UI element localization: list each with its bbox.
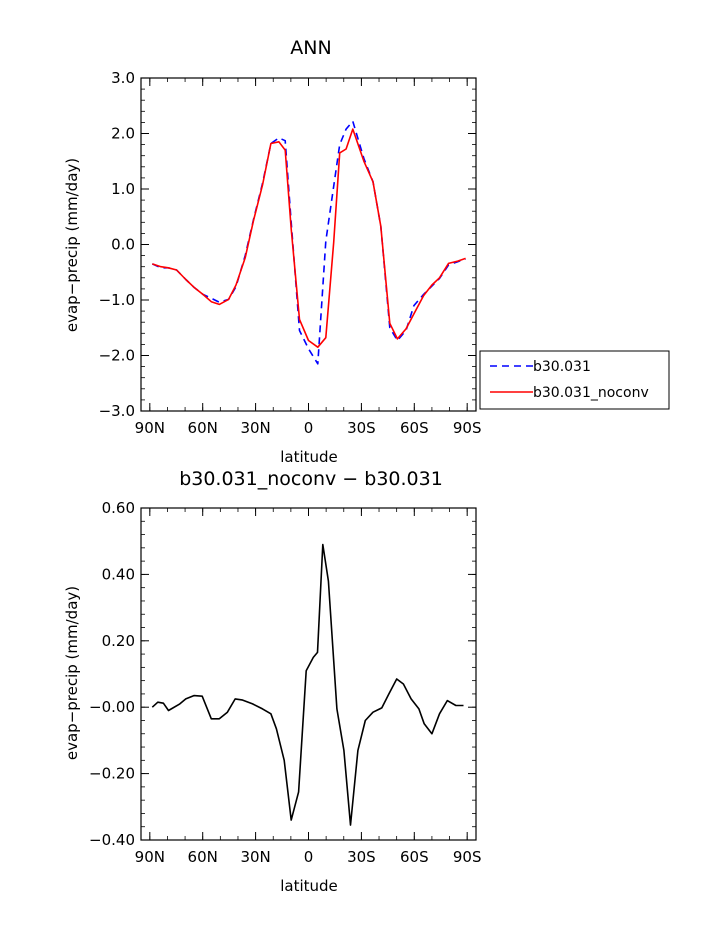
y-tick-label: 3.0 [111, 69, 135, 87]
x-tick-label: 60S [400, 848, 429, 866]
x-axis-label: latitude [280, 877, 338, 895]
y-axis-label: evap−precip (mm/day) [63, 586, 81, 760]
plot-frame [140, 507, 477, 841]
x-tick-label: 60N [188, 419, 218, 437]
legend-label-b30-031: b30.031 [533, 359, 591, 375]
x-tick-label: 60S [400, 419, 429, 437]
x-tick-label: 90S [453, 419, 482, 437]
y-tick-label: 2.0 [111, 125, 135, 143]
x-tick-label: 30S [347, 419, 376, 437]
y-tick-label: 0.40 [102, 565, 135, 583]
x-tick-label: 30S [347, 848, 376, 866]
y-tick-label: 0.20 [102, 632, 135, 650]
y-tick-label: −0.20 [89, 765, 135, 783]
y-tick-label: −3.0 [99, 402, 135, 420]
chart-evap-precip-difference: b30.031_noconv − b30.031 0.60 0.40 0.20 −0.… [63, 468, 481, 895]
x-tick-label: 90N [135, 419, 165, 437]
legend-label-b30-031-noconv: b30.031_noconv [533, 385, 649, 401]
chart-evap-precip-ann: ANN 3.0 2.0 1.0 0.0 −1.0 −2.0 −3.0 90N 60N 30N 0 3… [63, 37, 670, 466]
series-line-1 [151, 120, 466, 365]
x-tick-label: 60N [188, 848, 218, 866]
y-tick-label: −1.0 [99, 291, 135, 309]
x-axis-label: latitude [280, 448, 338, 466]
y-tick-label: 1.0 [111, 180, 135, 198]
series-line-2 [152, 128, 466, 349]
legend: b30.031 b30.031_noconv [479, 350, 670, 410]
y-tick-label: −2.0 [99, 347, 135, 365]
plot-frame [140, 77, 477, 412]
y-tick-label: 0.0 [111, 236, 135, 254]
chart-title: ANN [290, 37, 331, 59]
series-line-1 [151, 543, 464, 826]
x-tick-label: 0 [304, 848, 314, 866]
y-tick-label: −0.40 [89, 831, 135, 849]
x-tick-label: 90N [135, 848, 165, 866]
y-tick-label: 0.60 [102, 499, 135, 517]
y-tick-label: −0.00 [89, 698, 135, 716]
legend-box [479, 350, 670, 410]
x-tick-label: 90S [453, 848, 482, 866]
x-tick-label: 0 [304, 419, 314, 437]
chart-title: b30.031_noconv − b30.031 [179, 468, 443, 490]
y-axis-label: evap−precip (mm/day) [63, 158, 81, 332]
x-tick-label: 30N [240, 419, 270, 437]
x-tick-label: 30N [240, 848, 270, 866]
